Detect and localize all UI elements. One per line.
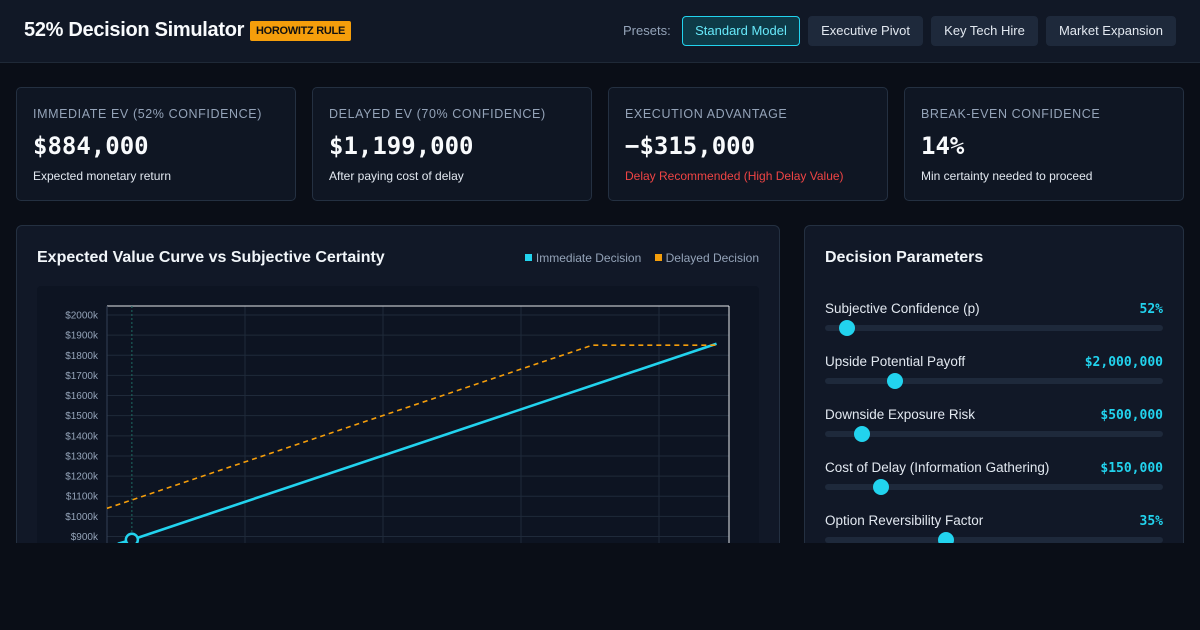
params-title: Decision Parameters bbox=[825, 249, 984, 266]
param-value: $150,000 bbox=[1100, 461, 1163, 476]
kpi-value: $884,000 bbox=[33, 132, 149, 160]
param-slider-thumb[interactable] bbox=[838, 320, 855, 336]
kpi-value: −$315,000 bbox=[625, 132, 756, 160]
y-tick-label: $1400k bbox=[65, 431, 99, 442]
kpi-immediate-ev: IMMEDIATE EV (52% CONFIDENCE) $884,000 E… bbox=[16, 87, 296, 201]
param-slider-track[interactable] bbox=[825, 378, 1163, 384]
decision-parameters-panel: Decision Parameters Subjective Confidenc… bbox=[804, 225, 1184, 555]
app-header: 52% Decision Simulator HOROWITZ RULE Pre… bbox=[0, 0, 1200, 63]
legend-swatch-delayed bbox=[654, 254, 662, 261]
param-label: Upside Potential Payoff bbox=[825, 354, 966, 369]
param-label: Downside Exposure Risk bbox=[825, 407, 976, 422]
kpi-subtext-warning: Delay Recommended (High Delay Value) bbox=[625, 169, 844, 183]
ev-line-chart: $2000k $1900k $1800k $1700k $1600k $1500k $140… bbox=[65, 305, 730, 554]
param-value: $2,000,000 bbox=[1084, 355, 1163, 370]
param-value: 35% bbox=[1139, 514, 1163, 529]
kpi-subtext: After paying cost of delay bbox=[329, 169, 464, 183]
y-tick-label: $1100k bbox=[66, 492, 99, 503]
param-slider-track[interactable] bbox=[825, 484, 1163, 490]
rule-badge: HOROWITZ RULE bbox=[250, 21, 351, 41]
kpi-value: 14% bbox=[921, 132, 965, 160]
param-value: $500,000 bbox=[1100, 408, 1163, 423]
kpi-subtext: Min certainty needed to proceed bbox=[921, 169, 1093, 183]
param-label: Subjective Confidence (p) bbox=[825, 301, 980, 316]
kpi-delayed-ev: DELAYED EV (70% CONFIDENCE) $1,199,000 A… bbox=[312, 87, 592, 201]
y-tick-label: $2000k bbox=[65, 311, 99, 322]
param-slider-thumb[interactable] bbox=[853, 426, 870, 442]
y-tick-label: $1600k bbox=[65, 391, 99, 402]
y-tick-label: $1700k bbox=[65, 371, 99, 382]
param-slider-thumb[interactable] bbox=[873, 479, 890, 495]
param-slider-track[interactable] bbox=[825, 325, 1163, 331]
kpi-label: DELAYED EV (70% CONFIDENCE) bbox=[329, 107, 546, 121]
legend-swatch-immediate bbox=[524, 254, 532, 261]
param-option-reversibility: Option Reversibility Factor 35% bbox=[825, 513, 1163, 553]
preset-executive-pivot-button[interactable]: Executive Pivot bbox=[808, 16, 923, 46]
param-subjective-confidence: Subjective Confidence (p) 52% bbox=[825, 301, 1163, 341]
presets-label: Presets: bbox=[623, 23, 671, 38]
ev-chart-panel: Expected Value Curve vs Subjective Certa… bbox=[16, 225, 780, 555]
series-delayed-line bbox=[106, 344, 717, 510]
chart-canvas: $2000k $1900k $1800k $1700k $1600k $1500k $140… bbox=[37, 286, 759, 554]
kpi-label: IMMEDIATE EV (52% CONFIDENCE) bbox=[33, 107, 262, 121]
y-tick-label: $1000k bbox=[65, 512, 99, 523]
y-tick-label: $1800k bbox=[65, 351, 99, 362]
preset-market-expansion-button[interactable]: Market Expansion bbox=[1046, 16, 1176, 46]
y-tick-label: $900k bbox=[71, 532, 99, 543]
y-tick-label: $1200k bbox=[65, 472, 99, 483]
legend-label: Delayed Decision bbox=[665, 251, 759, 265]
param-slider-track[interactable] bbox=[825, 537, 1163, 543]
param-value: 52% bbox=[1139, 302, 1163, 317]
chart-title: Expected Value Curve vs Subjective Certa… bbox=[37, 249, 385, 266]
y-tick-label: $1300k bbox=[65, 451, 99, 462]
chart-legend: Immediate Decision Delayed Decision bbox=[515, 251, 759, 265]
param-label: Option Reversibility Factor bbox=[825, 513, 984, 528]
kpi-execution-advantage: EXECUTION ADVANTAGE −$315,000 Delay Reco… bbox=[608, 87, 888, 201]
series-immediate-line bbox=[117, 342, 717, 545]
preset-standard-model-button[interactable]: Standard Model bbox=[682, 16, 800, 46]
y-tick-label: $1900k bbox=[65, 331, 99, 342]
kpi-label: EXECUTION ADVANTAGE bbox=[625, 107, 788, 121]
param-slider-thumb[interactable] bbox=[886, 373, 903, 389]
param-slider-track[interactable] bbox=[825, 431, 1163, 437]
param-cost-of-delay: Cost of Delay (Information Gathering) $15… bbox=[825, 460, 1163, 500]
app-title: 52% Decision Simulator bbox=[24, 19, 245, 41]
legend-item-delayed: Delayed Decision bbox=[654, 251, 759, 265]
y-tick-label: $1500k bbox=[65, 411, 99, 422]
kpi-subtext: Expected monetary return bbox=[33, 169, 172, 183]
kpi-break-even-confidence: BREAK-EVEN CONFIDENCE 14% Min certainty … bbox=[904, 87, 1184, 201]
kpi-value: $1,199,000 bbox=[329, 132, 474, 160]
legend-item-immediate: Immediate Decision bbox=[524, 251, 642, 265]
kpi-label: BREAK-EVEN CONFIDENCE bbox=[921, 107, 1101, 121]
preset-key-tech-hire-button[interactable]: Key Tech Hire bbox=[931, 16, 1038, 46]
page-background bbox=[0, 543, 1200, 630]
legend-label: Immediate Decision bbox=[535, 251, 642, 265]
param-label: Cost of Delay (Information Gathering) bbox=[825, 460, 1050, 475]
param-downside-risk: Downside Exposure Risk $500,000 bbox=[825, 407, 1163, 447]
param-upside-payoff: Upside Potential Payoff $2,000,000 bbox=[825, 354, 1163, 394]
